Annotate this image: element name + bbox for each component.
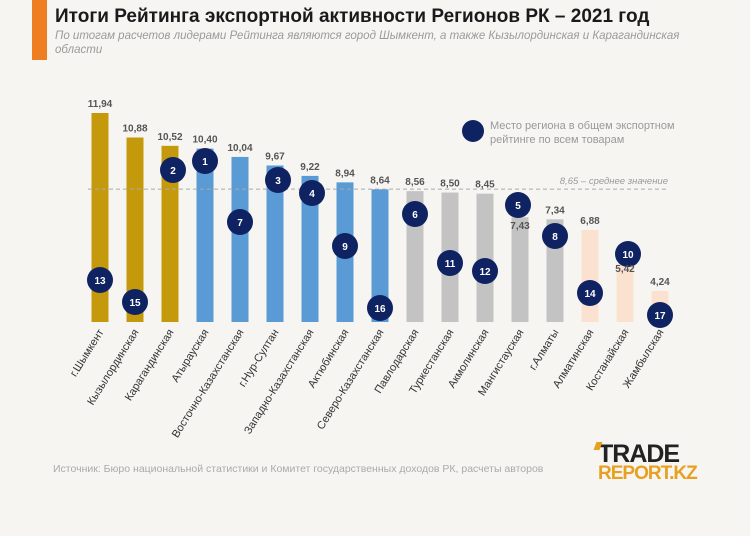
rank-label: 3 <box>275 176 281 187</box>
rank-marker <box>437 250 463 276</box>
bar <box>511 217 529 322</box>
value-label: 5,42 <box>615 264 635 275</box>
category-label: Восточно-Казахстанская <box>170 327 247 440</box>
rank-marker <box>472 258 498 284</box>
rank-marker <box>122 289 148 315</box>
accent-bar <box>32 0 47 60</box>
rank-marker <box>299 180 325 206</box>
rank-label: 16 <box>374 304 386 315</box>
tradereport-logo: TRADE REPORT.KZ <box>593 440 698 484</box>
source-note: Источник: Бюро национальной статистики и… <box>53 463 544 475</box>
rank-label: 7 <box>237 218 243 229</box>
rank-marker <box>647 302 673 328</box>
bar <box>126 137 144 322</box>
rank-label: 17 <box>654 311 666 322</box>
rank-label: 5 <box>515 201 521 212</box>
legend-line-2: рейтинге по всем товарам <box>490 134 624 146</box>
value-label: 11,94 <box>88 99 113 110</box>
rank-marker <box>367 295 393 321</box>
bar <box>616 263 634 322</box>
value-label: 8,50 <box>440 179 460 190</box>
value-label: 7,43 <box>510 221 530 232</box>
value-label: 9,67 <box>265 151 285 162</box>
bar <box>476 193 494 322</box>
rank-label: 8 <box>552 232 558 243</box>
value-label: 4,24 <box>650 277 670 288</box>
rank-label: 1 <box>202 157 208 168</box>
chart: 8,65 – среднее значение 1315217349166111… <box>68 99 675 440</box>
bar <box>581 229 599 322</box>
bar <box>301 175 319 322</box>
value-label: 9,22 <box>300 162 320 173</box>
logo-line-2: REPORT.KZ <box>598 463 698 484</box>
bar <box>231 156 249 322</box>
bar <box>266 165 284 322</box>
rank-marker <box>227 209 253 235</box>
chart-title: Итоги Рейтинга экспортной активности Рег… <box>55 6 650 27</box>
rank-marker <box>332 233 358 259</box>
rank-label: 6 <box>412 210 418 221</box>
rank-marker <box>615 241 641 267</box>
value-label: 8,94 <box>335 168 355 179</box>
rank-label: 9 <box>342 242 348 253</box>
value-label: 7,34 <box>545 205 565 216</box>
rank-marker <box>505 192 531 218</box>
rank-label: 2 <box>170 166 176 177</box>
rank-marker <box>265 167 291 193</box>
value-label: 8,45 <box>475 180 495 191</box>
value-label: 10,40 <box>192 135 217 146</box>
category-label: г.Шымкент <box>68 327 107 379</box>
rank-marker <box>87 267 113 293</box>
value-label: 10,04 <box>227 143 252 154</box>
rank-label: 13 <box>94 276 106 287</box>
rank-label: 4 <box>309 189 315 200</box>
average-label: 8,65 – среднее значение <box>560 176 668 187</box>
value-label: 10,52 <box>157 132 182 143</box>
rank-marker <box>402 201 428 227</box>
rank-marker <box>542 223 568 249</box>
bar <box>196 148 214 322</box>
rank-marker <box>577 280 603 306</box>
category-label: г.Алматы <box>527 327 562 372</box>
category-label: Западно-Казахстанская <box>242 327 316 436</box>
rank-marker <box>160 157 186 183</box>
rank-label: 15 <box>129 298 141 309</box>
chart-subtitle: По итогам расчетов лидерами Рейтинга явл… <box>55 30 680 56</box>
logo-line-1: TRADE <box>598 440 680 468</box>
value-label: 6,88 <box>580 216 600 227</box>
bar <box>161 145 179 322</box>
rank-label: 10 <box>622 250 634 261</box>
rank-label: 12 <box>479 267 491 278</box>
rank-marker <box>192 148 218 174</box>
value-label: 8,64 <box>370 175 390 186</box>
legend-marker-icon <box>462 120 484 142</box>
legend-line-1: Место региона в общем экспортном <box>490 120 675 132</box>
category-label: Северо-Казахстанская <box>315 327 387 432</box>
value-label: 10,88 <box>122 124 147 135</box>
value-label: 8,56 <box>405 177 425 188</box>
bar <box>371 189 389 322</box>
rank-label: 11 <box>445 259 456 270</box>
rank-label: 14 <box>584 289 596 300</box>
